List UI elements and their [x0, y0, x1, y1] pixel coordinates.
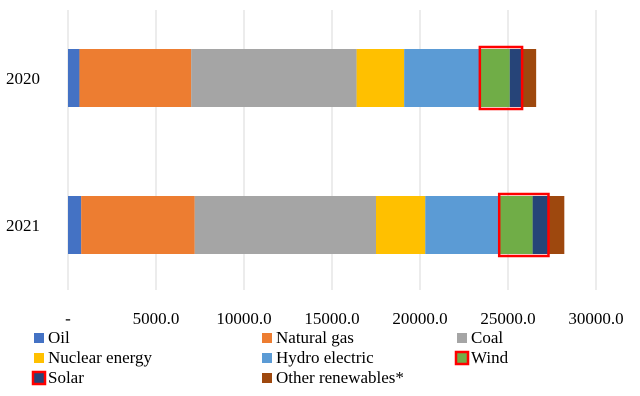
x-tick-label: 30000.0 [568, 309, 623, 328]
bar-2021-coal [194, 196, 376, 254]
bar-2020-nuclear-energy [356, 49, 405, 107]
legend-item-other-renewables: Other renewables* [262, 368, 404, 387]
legend-label: Other renewables* [276, 368, 404, 387]
legend-swatch [34, 353, 44, 363]
legend-label: Solar [48, 368, 84, 387]
bar-2021-oil [68, 196, 82, 254]
legend-label: Wind [471, 348, 509, 367]
x-tick-label: - [65, 309, 71, 328]
highlight-boxes [478, 45, 550, 258]
highlight-box-2020 [478, 45, 524, 111]
bar-2020-wind [479, 49, 510, 107]
bar-2020-other-renewables [522, 49, 537, 107]
legend-label: Nuclear energy [48, 348, 152, 367]
bar-2020-coal [191, 49, 357, 107]
bar-2021-wind [499, 196, 533, 254]
bar-2020-natural-gas [79, 49, 192, 107]
legend-item-nuclear-energy: Nuclear energy [34, 348, 152, 367]
legend-label: Coal [471, 328, 503, 347]
x-tick-label: 25000.0 [480, 309, 535, 328]
x-tick-label: 10000.0 [216, 309, 271, 328]
bar-2021-natural-gas [81, 196, 195, 254]
bar-2020-hydro-electric [404, 49, 480, 107]
legend-swatch [262, 353, 272, 363]
x-tick-label: 5000.0 [133, 309, 180, 328]
x-tick-label: 20000.0 [392, 309, 447, 328]
legend-item-natural-gas: Natural gas [262, 328, 354, 347]
x-tick-label: 15000.0 [304, 309, 359, 328]
bar-2020-solar [509, 49, 523, 107]
highlight-box-2021 [497, 192, 550, 258]
bars [68, 49, 565, 254]
category-labels: 2020 2021 [6, 69, 40, 235]
bar-2021-solar [532, 196, 549, 254]
legend-swatch [262, 333, 272, 343]
legend-item-coal: Coal [457, 328, 503, 347]
bar-2021-nuclear-energy [376, 196, 426, 254]
legend-label: Natural gas [276, 328, 354, 347]
legend-swatch [34, 333, 44, 343]
legend-item-oil: Oil [34, 328, 70, 347]
legend-swatch [454, 350, 470, 366]
legend-item-hydro-electric: Hydro electric [262, 348, 374, 367]
legend-swatch [262, 373, 272, 383]
legend-swatch [457, 333, 467, 343]
legend-item-solar: Solar [31, 368, 84, 387]
bar-2020-oil [68, 49, 80, 107]
category-label-2020: 2020 [6, 69, 40, 88]
category-label-2021: 2021 [6, 216, 40, 235]
bar-2021-other-renewables [548, 196, 565, 254]
bar-2021-hydro-electric [425, 196, 500, 254]
legend-swatch [31, 370, 47, 386]
legend-label: Hydro electric [276, 348, 374, 367]
legend: Oil Natural gas Coal Nuclear energy Hydro el… [31, 328, 509, 387]
x-tick-labels: - 5000.0 10000.0 15000.0 20000.0 25000.0 30000… [65, 309, 623, 328]
legend-label: Oil [48, 328, 70, 347]
legend-item-wind: Wind [454, 348, 509, 367]
